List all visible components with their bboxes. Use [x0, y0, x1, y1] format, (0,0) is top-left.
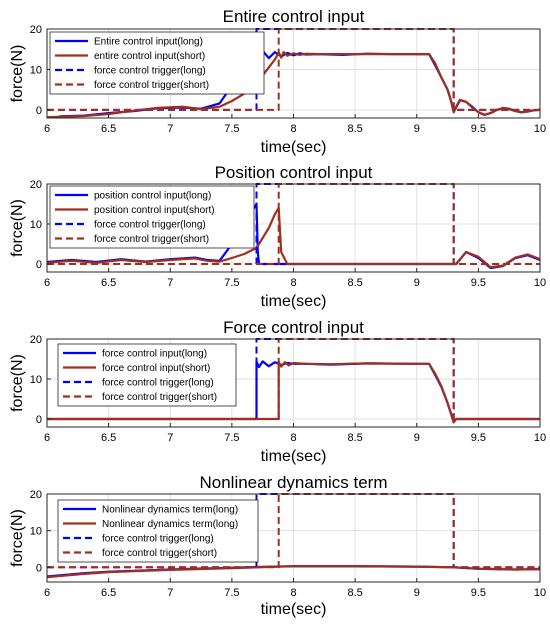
x-tick-label: 7.5 — [224, 432, 239, 444]
x-axis-label: time(sec) — [261, 139, 327, 156]
y-tick-label: 20 — [30, 24, 42, 36]
y-tick-label: 0 — [36, 259, 42, 271]
x-tick-label: 6.5 — [101, 277, 116, 289]
legend-label-3: force control trigger(long) — [102, 534, 214, 545]
x-tick-label: 7 — [167, 277, 173, 289]
x-tick-label: 9 — [414, 587, 420, 599]
y-tick-label: 0 — [36, 562, 42, 574]
legend-label-3: force control trigger(long) — [102, 378, 214, 389]
y-axis-label: force(N) — [9, 199, 26, 257]
legend-label-2: position control input(short) — [94, 205, 215, 216]
x-tick-label: 6 — [44, 277, 50, 289]
y-axis-label: force(N) — [9, 509, 26, 567]
x-tick-label: 7 — [167, 587, 173, 599]
x-tick-label: 9.5 — [471, 123, 486, 135]
x-tick-label: 8.5 — [347, 432, 362, 444]
x-tick-label: 9 — [414, 432, 420, 444]
legend: force control input(long) force control i… — [57, 343, 237, 407]
series-line-2 — [47, 565, 540, 579]
series-line-2 — [47, 50, 540, 119]
series-group — [47, 493, 540, 579]
legend-label-2: force control input(short) — [102, 363, 210, 374]
legend: Entire control input(long) entire control… — [49, 31, 265, 95]
legend-label-4: force control trigger(short) — [102, 392, 217, 403]
series-line-2 — [47, 360, 540, 424]
y-tick-label: 10 — [30, 64, 42, 76]
chart-panel-2: 6 6.5 7 7.5 8 8.5 9 9.5 10 0 10 20 Position control … — [9, 163, 546, 310]
x-tick-label: 7 — [167, 123, 173, 135]
legend-label-4: force control trigger(short) — [94, 234, 209, 245]
series-line-4 — [47, 493, 540, 569]
x-tick-label: 7 — [167, 432, 173, 444]
x-tick-label: 7.5 — [224, 277, 239, 289]
chart-title: Position control input — [215, 163, 373, 182]
legend-label-4: force control trigger(short) — [102, 548, 217, 559]
x-tick-label: 10 — [534, 587, 546, 599]
chart-title: Force control input — [223, 318, 364, 337]
x-tick-label: 9.5 — [471, 432, 486, 444]
x-tick-label: 6.5 — [101, 123, 116, 135]
x-tick-label: 8 — [290, 432, 296, 444]
y-tick-label: 20 — [30, 334, 42, 346]
legend-label-2: Nonlinear dynamics term(long) — [102, 519, 238, 530]
y-tick-label: 0 — [36, 105, 42, 117]
x-axis-label: time(sec) — [261, 601, 327, 618]
x-tick-label: 6.5 — [101, 432, 116, 444]
legend-box — [49, 31, 265, 95]
x-tick-label: 9 — [414, 123, 420, 135]
x-tick-label: 8.5 — [347, 123, 362, 135]
x-axis-label: time(sec) — [261, 293, 327, 310]
chart-title: Entire control input — [223, 7, 365, 26]
legend-label-1: Entire control input(long) — [94, 37, 203, 48]
y-tick-label: 0 — [36, 414, 42, 426]
x-tick-label: 6 — [44, 587, 50, 599]
x-tick-label: 8 — [290, 587, 296, 599]
legend-label-3: force control trigger(long) — [94, 220, 206, 231]
y-tick-label: 20 — [30, 179, 42, 191]
legend-label-4: force control trigger(short) — [94, 80, 209, 91]
x-tick-label: 8.5 — [347, 587, 362, 599]
x-tick-label: 8.5 — [347, 277, 362, 289]
x-tick-label: 7.5 — [224, 587, 239, 599]
x-tick-label: 9.5 — [471, 277, 486, 289]
x-tick-label: 10 — [534, 432, 546, 444]
legend-label-1: force control input(long) — [102, 349, 207, 360]
x-tick-label: 6 — [44, 432, 50, 444]
y-axis-label: force(N) — [9, 45, 26, 103]
x-tick-label: 6.5 — [101, 587, 116, 599]
x-tick-label: 8 — [290, 123, 296, 135]
y-tick-label: 20 — [30, 489, 42, 501]
x-axis-label: time(sec) — [261, 448, 327, 465]
y-tick-label: 10 — [30, 374, 42, 386]
y-tick-label: 10 — [30, 219, 42, 231]
legend-label-1: Nonlinear dynamics term(long) — [102, 505, 238, 516]
x-tick-label: 10 — [534, 123, 546, 135]
chart-panel-1: 6 6.5 7 7.5 8 8.5 9 9.5 10 0 10 20 Entire control in… — [9, 7, 546, 156]
legend-label-1: position control input(long) — [94, 191, 211, 202]
legend: Nonlinear dynamics term(long) Nonlinear d… — [57, 499, 259, 563]
y-axis-label: force(N) — [9, 354, 26, 412]
series-line-2 — [47, 206, 540, 269]
x-tick-label: 7.5 — [224, 123, 239, 135]
legend-label-3: force control trigger(long) — [94, 66, 206, 77]
chart-title: Nonlinear dynamics term — [199, 473, 387, 492]
x-tick-label: 6 — [44, 123, 50, 135]
x-tick-label: 9 — [414, 277, 420, 289]
x-tick-label: 9.5 — [471, 587, 486, 599]
legend: position control input(long) position con… — [49, 185, 255, 249]
x-tick-label: 8 — [290, 277, 296, 289]
chart-panel-3: 6 6.5 7 7.5 8 8.5 9 9.5 10 0 10 20 Force control inp… — [9, 318, 546, 465]
legend-label-2: entire control input(short) — [94, 51, 205, 62]
y-tick-label: 10 — [30, 526, 42, 538]
chart-panel-4: 6 6.5 7 7.5 8 8.5 9 9.5 10 0 10 20 Nonlinear dynamic… — [9, 473, 546, 618]
x-tick-label: 10 — [534, 277, 546, 289]
